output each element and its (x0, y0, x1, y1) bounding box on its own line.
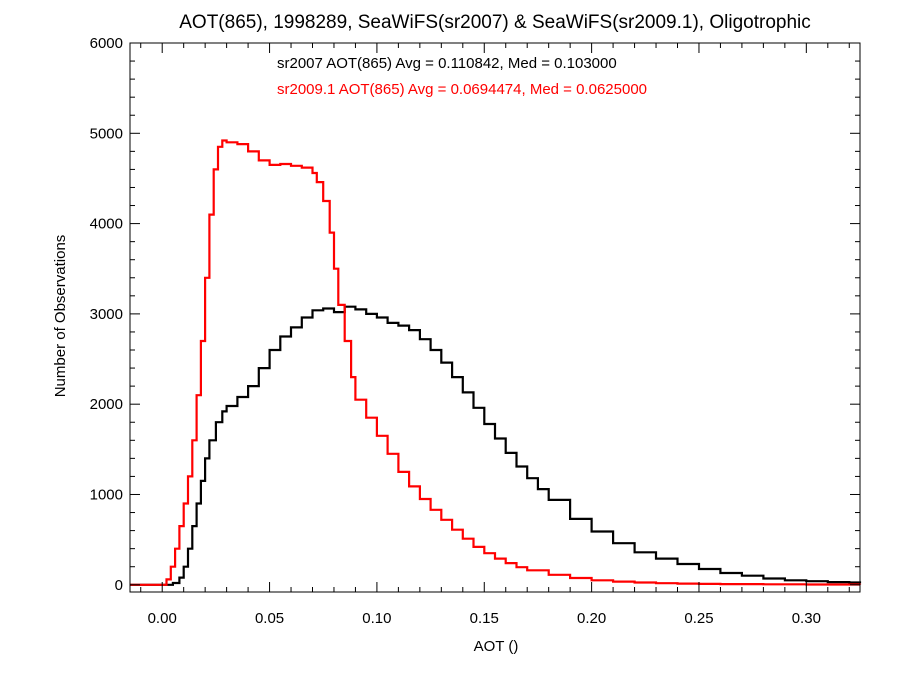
y-tick-label: 3000 (90, 306, 123, 323)
y-tick-label: 2000 (90, 396, 123, 413)
x-tick-label: 0.25 (684, 610, 713, 627)
y-axis-label: Number of Observations (52, 235, 69, 398)
plot-area (130, 139, 862, 586)
y-tick-label: 4000 (90, 216, 123, 233)
axis-ticks: 0.00 0.05 0.10 0.15 0.20 0.25 0.30 0 1000 2000 300… (90, 35, 861, 627)
y-tick-label: 0 (115, 577, 123, 594)
annotation-sr2009: sr2009.1 AOT(865) Avg = 0.0694474, Med =… (277, 81, 647, 98)
annotation-sr2007: sr2007 AOT(865) Avg = 0.110842, Med = 0.… (277, 55, 617, 72)
series-line-0 (130, 305, 862, 586)
x-tick-label: 0.05 (255, 610, 284, 627)
x-tick-label: 0.20 (577, 610, 606, 627)
y-tick-label: 5000 (90, 125, 123, 142)
plot-frame (129, 42, 861, 593)
x-tick-label: 0.10 (362, 610, 391, 627)
x-tick-label: 0.15 (470, 610, 499, 627)
chart-title: AOT(865), 1998289, SeaWiFS(sr2007) & Sea… (179, 12, 811, 33)
x-axis-label: AOT () (474, 638, 519, 655)
y-tick-label: 1000 (90, 486, 123, 503)
x-tick-label: 0.00 (148, 610, 177, 627)
y-tick-label: 6000 (90, 35, 123, 52)
series-line-1 (130, 139, 862, 586)
x-tick-label: 0.30 (792, 610, 821, 627)
